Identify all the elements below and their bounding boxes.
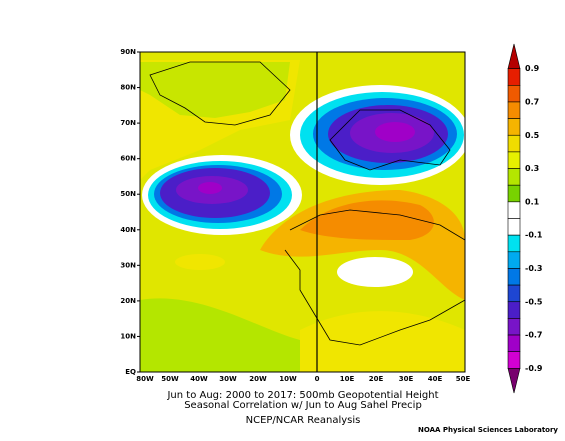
lat-label: 30N — [120, 261, 136, 269]
colorbar: 0.9 0.7 0.5 0.3 0.1 -0.1 -0.3 -0.5 -0.7 -0.9 — [507, 43, 543, 394]
lon-label: 20E — [369, 375, 384, 383]
map-frame — [139, 51, 466, 373]
map-field — [140, 52, 465, 372]
lat-label: 70N — [120, 119, 136, 127]
lat-label: 80N — [120, 84, 136, 92]
colorbar-swatch — [507, 184, 521, 203]
lat-label: EQ — [125, 368, 136, 376]
footer-label: NOAA Physical Sciences Laboratory — [418, 426, 558, 434]
lat-label: 90N — [120, 48, 136, 56]
colorbar-swatch — [507, 101, 521, 119]
colorbar-label: -0.5 — [525, 297, 543, 306]
colorbar-swatch — [507, 251, 521, 269]
colorbar-swatch — [507, 151, 521, 169]
lon-label: 50E — [456, 375, 471, 383]
lat-label: 20N — [120, 297, 136, 305]
colorbar-swatch — [507, 68, 521, 86]
colorbar-label: 0.1 — [525, 197, 540, 206]
lon-label: 30W — [219, 375, 237, 383]
colorbar-label: 0.7 — [525, 97, 539, 106]
colorbar-swatch — [507, 134, 521, 153]
colorbar-swatch — [507, 118, 521, 136]
colorbar-arrow — [507, 43, 521, 69]
colorbar-swatch — [507, 168, 521, 186]
source-label: NCEP/NCAR Reanalysis — [246, 415, 361, 426]
colorbar-swatch — [507, 218, 521, 236]
lat-label: 50N — [120, 190, 136, 198]
lon-label: 40W — [190, 375, 208, 383]
caption-line: Seasonal Correlation w/ Jun to Aug Sahel… — [184, 400, 422, 411]
lon-label: 10E — [340, 375, 355, 383]
colorbar-swatch — [507, 351, 521, 369]
colorbar-swatch — [507, 201, 521, 219]
colorbar-arrow — [507, 368, 521, 394]
colorbar-label: 0.5 — [525, 131, 540, 140]
colorbar-swatch — [507, 334, 521, 352]
caption-line: Jun to Aug: 2000 to 2017: 500mb Geopoten… — [166, 390, 438, 401]
lat-label: 10N — [120, 332, 136, 340]
lon-label: 10W — [279, 375, 297, 383]
colorbar-label: -0.9 — [525, 364, 543, 373]
lat-label: 40N — [120, 226, 136, 234]
colorbar-swatch — [507, 284, 521, 303]
colorbar-label: -0.7 — [525, 331, 543, 340]
lon-label: 30E — [399, 375, 414, 383]
lat-label: 60N — [120, 155, 136, 163]
colorbar-label: 0.9 — [525, 64, 540, 73]
colorbar-label: -0.1 — [525, 231, 543, 240]
lon-label: 50W — [161, 375, 179, 383]
lon-label: 0 — [315, 375, 320, 383]
lon-label: 40E — [428, 375, 443, 383]
colorbar-swatch — [507, 234, 521, 253]
colorbar-label: 0.3 — [525, 164, 539, 173]
colorbar-swatch — [507, 318, 521, 336]
colorbar-swatch — [507, 301, 521, 319]
lon-label: 20W — [249, 375, 267, 383]
colorbar-swatch — [507, 268, 521, 286]
colorbar-swatch — [507, 85, 521, 103]
colorbar-label: -0.3 — [525, 264, 543, 273]
lon-label: 80W — [136, 375, 154, 383]
